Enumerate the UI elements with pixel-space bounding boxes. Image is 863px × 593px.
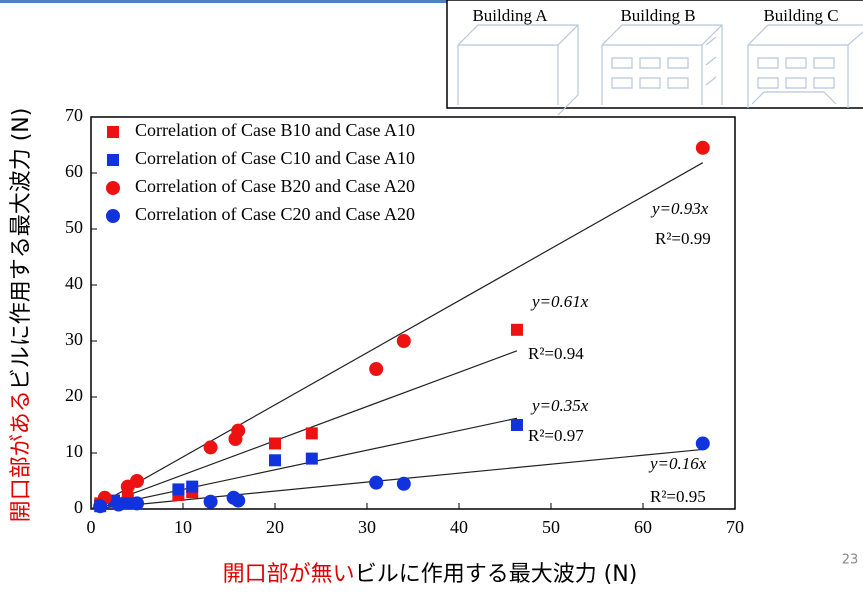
point: [306, 427, 318, 439]
legend-marker: [107, 154, 119, 166]
x-tick-label: 60: [634, 517, 652, 537]
point: [269, 437, 281, 449]
y-tick-label: 40: [65, 273, 83, 293]
y-axis-label-part: ビルに作用する最大波力 (N): [9, 108, 34, 391]
fit-line: [91, 418, 517, 509]
y-tick-label: 10: [65, 441, 83, 461]
point: [231, 424, 245, 438]
fit-r2: R²=0.94: [528, 344, 584, 363]
y-tick-label: 50: [65, 217, 83, 237]
point: [112, 498, 126, 512]
legend-marker: [106, 181, 120, 195]
building-label: Building B: [620, 6, 695, 25]
legend-marker: [106, 209, 120, 223]
x-axis-label-part: ビルに作用する最大波力 (N): [355, 562, 638, 587]
x-tick-label: 40: [450, 517, 468, 537]
x-tick-label: 70: [726, 517, 744, 537]
point: [269, 454, 281, 466]
building-panel: Building A Building B Building C: [447, 0, 863, 115]
point: [231, 494, 245, 508]
y-axis-label: 開口部があるビルに作用する最大波力 (N): [9, 108, 34, 523]
y-tick-label: 30: [65, 329, 83, 349]
point: [696, 436, 710, 450]
point: [397, 334, 411, 348]
point: [130, 474, 144, 488]
y-tick-label: 0: [74, 497, 83, 517]
fit-r2: R²=0.95: [650, 487, 706, 506]
y-axis-label-part: 開口部がある: [9, 390, 34, 522]
building-label: Building C: [763, 6, 838, 25]
building-label: Building A: [472, 6, 548, 25]
legend-label: Correlation of Case B20 and Case A20: [135, 176, 415, 196]
x-axis-label-part: 開口部が無い: [223, 562, 355, 587]
x-tick-label: 0: [87, 517, 96, 537]
page-number: 23: [842, 553, 859, 568]
point: [204, 440, 218, 454]
fit-equation: y=0.16x: [648, 454, 707, 473]
legend-label: Correlation of Case C20 and Case A20: [135, 204, 415, 224]
fit-equation: y=0.35x: [530, 396, 589, 415]
point: [204, 495, 218, 509]
point: [186, 481, 198, 493]
point: [306, 453, 318, 465]
fit-r2: R²=0.97: [528, 426, 584, 445]
point: [369, 476, 383, 490]
point: [93, 499, 107, 513]
point: [172, 483, 184, 495]
legend-label: Correlation of Case B10 and Case A10: [135, 120, 415, 140]
x-tick-label: 50: [542, 517, 560, 537]
x-tick-label: 30: [358, 517, 376, 537]
fit-equation: y=0.93x: [650, 199, 709, 218]
y-tick-label: 20: [65, 385, 83, 405]
point: [511, 419, 523, 431]
y-tick-label: 60: [65, 161, 83, 181]
fit-line: [91, 351, 517, 509]
legend-marker: [107, 126, 119, 138]
x-axis-label: 開口部が無いビルに作用する最大波力 (N): [223, 562, 638, 587]
legend-label: Correlation of Case C10 and Case A10: [135, 148, 415, 168]
point: [130, 496, 144, 510]
slide: Building A Building B Building C 23 0 10 2…: [0, 0, 863, 593]
fit-r2: R²=0.99: [655, 229, 711, 248]
point: [511, 324, 523, 336]
x-tick-label: 10: [174, 517, 192, 537]
point: [696, 141, 710, 155]
x-tick-label: 20: [266, 517, 284, 537]
y-tick-label: 70: [65, 105, 83, 125]
fit-equation: y=0.61x: [530, 292, 589, 311]
point: [397, 477, 411, 491]
point: [369, 362, 383, 376]
